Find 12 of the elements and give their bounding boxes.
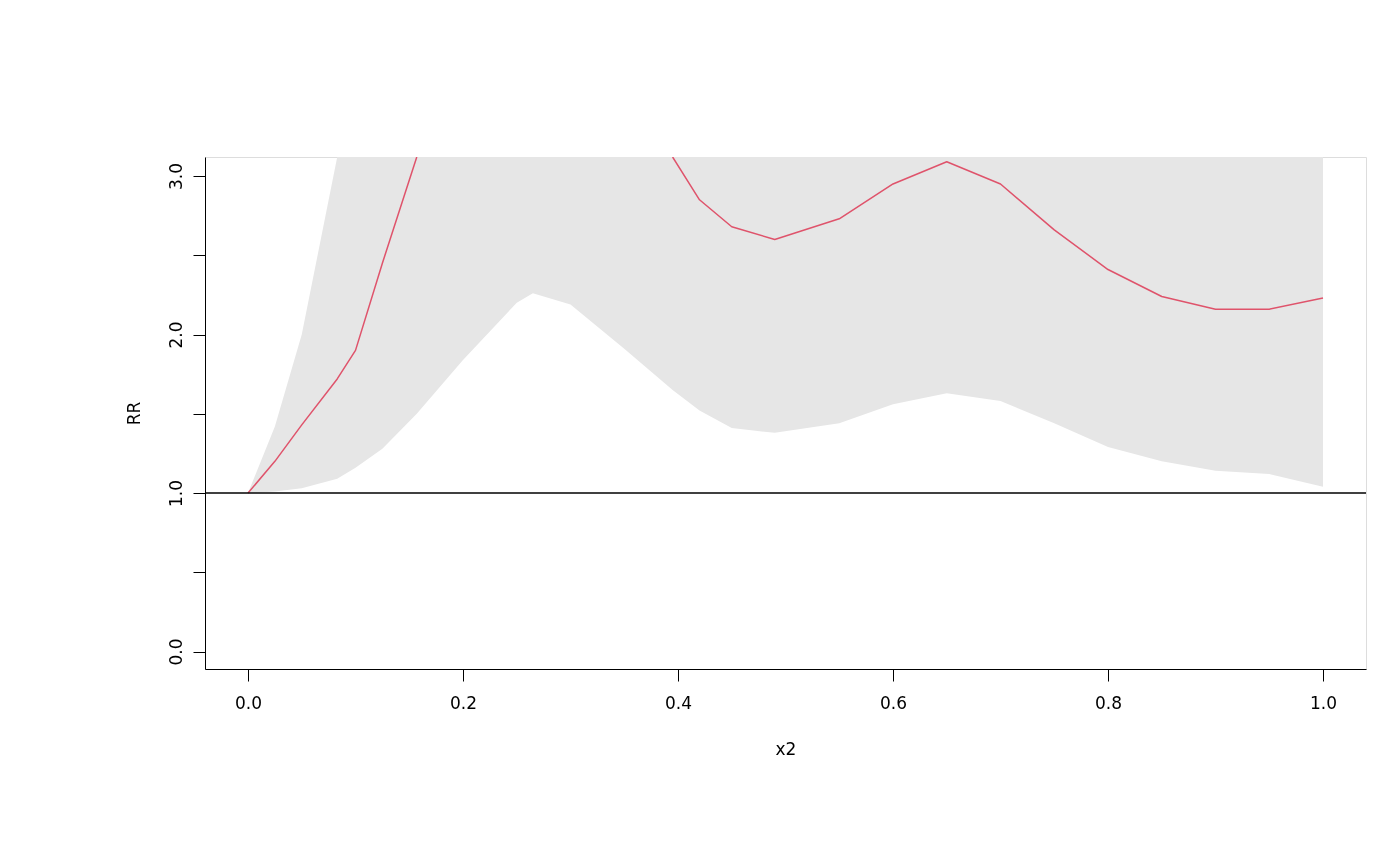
x-tick-label: 1.0 xyxy=(1309,692,1338,713)
x-axis-title: x2 xyxy=(775,738,797,759)
x-tick-label: 0.0 xyxy=(234,692,263,713)
y-tick-label: 3.0 xyxy=(165,163,186,191)
x-tick-label: 0.6 xyxy=(879,692,908,713)
x-tick-label: 0.4 xyxy=(664,692,693,713)
y-tick-label: 2.0 xyxy=(165,321,186,349)
y-tick-label: 1.0 xyxy=(165,480,186,508)
x-tick-label: 0.2 xyxy=(449,692,478,713)
x-tick-label: 0.8 xyxy=(1094,692,1123,713)
y-tick-label: 0.0 xyxy=(165,638,186,666)
y-axis-title: RR xyxy=(123,401,144,426)
